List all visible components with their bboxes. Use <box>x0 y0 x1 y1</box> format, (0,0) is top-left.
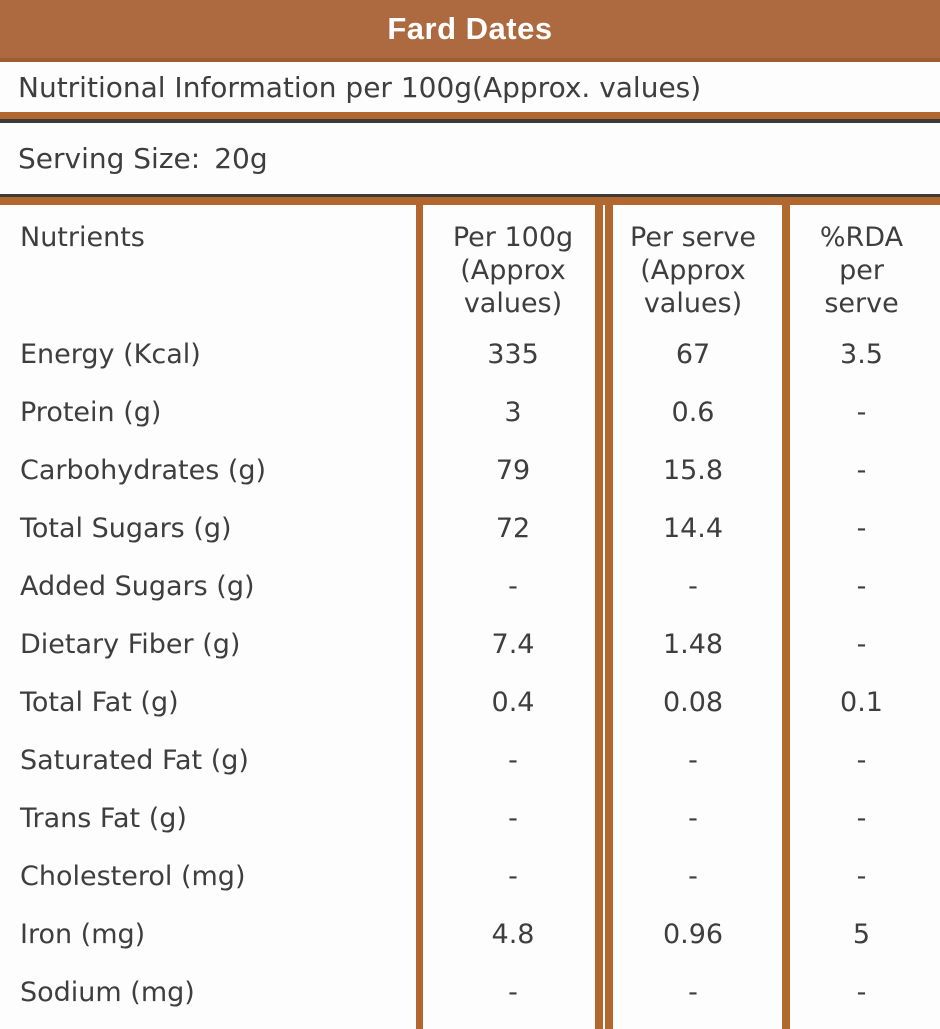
nutrition-table: Nutrients Per 100g (Approx values) Per s… <box>0 205 940 1029</box>
table-row: Dietary Fiber (g) 7.4 1.48 - <box>0 615 940 673</box>
nutrient-value-per_100g: 0.4 <box>491 686 535 718</box>
nutrition-rows: Energy (Kcal) 335 67 3.5 Protein (g) 3 0.6- Car… <box>0 325 940 1021</box>
nutrient-value-per_serve: 1.48 <box>662 628 724 660</box>
divider-dark-bar <box>0 119 940 123</box>
nutrient-label: Dietary Fiber (g) <box>20 628 241 660</box>
nutrient-label: Total Sugars (g) <box>20 512 232 544</box>
subtitle-text: Nutritional Information per 100g(Approx.… <box>18 70 702 104</box>
table-row: Iron (mg) 4.8 0.96 5 <box>0 905 940 963</box>
table-row: Carbohydrates (g) 79 15.8 - <box>0 441 940 499</box>
divider-brown-bar <box>0 112 940 119</box>
column-header-per-serve: Per serve (Approx values) <box>630 222 756 319</box>
nutrient-label: Protein (g) <box>20 396 162 428</box>
table-row: Energy (Kcal) 335 67 3.5 <box>0 325 940 383</box>
nutrient-label: Saturated Fat (g) <box>20 744 249 776</box>
product-title-band: Fard Dates <box>0 0 940 62</box>
nutrient-label: Trans Fat (g) <box>20 802 187 834</box>
nutrient-label: Total Fat (g) <box>20 686 179 718</box>
table-row: Cholesterol (mg) - - - <box>0 847 940 905</box>
table-row: Added Sugars (g) - - - <box>0 557 940 615</box>
nutrient-value-rda_per_serve: - <box>856 512 867 544</box>
divider-table-top <box>0 194 940 205</box>
table-row: Sodium (mg) - - - <box>0 963 940 1021</box>
nutrient-value-per_100g: 79 <box>495 454 531 486</box>
serving-size-row: Serving Size: 20g <box>0 123 940 194</box>
column-header-per-100g: Per 100g (Approx values) <box>452 222 574 319</box>
nutrient-value-per_serve: 0.08 <box>662 686 724 718</box>
nutrient-value-per_100g: 3 <box>504 396 522 428</box>
column-divider <box>605 205 613 1029</box>
nutrient-label: Carbohydrates (g) <box>20 454 267 486</box>
nutrient-value-per_serve: - <box>688 860 698 892</box>
nutrient-value-rda_per_serve: 5 <box>852 918 871 950</box>
column-header-nutrients: Nutrients <box>20 222 145 253</box>
column-divider <box>595 205 603 1029</box>
nutrient-value-per_serve: - <box>688 744 698 776</box>
column-divider <box>782 205 790 1029</box>
column-header-rda: %RDA per serve <box>819 222 904 319</box>
serving-size-value: 20g <box>214 142 268 175</box>
product-title: Fard Dates <box>387 11 553 46</box>
nutrient-value-rda_per_serve: 3.5 <box>840 338 883 370</box>
nutrient-value-rda_per_serve: - <box>856 570 867 602</box>
nutrient-value-per_serve: 14.4 <box>662 512 724 544</box>
table-row: Total Fat (g) 0.4 0.08 0.1 <box>0 673 940 731</box>
nutrient-value-per_serve: - <box>688 570 698 602</box>
nutrient-value-per_100g: - <box>508 802 518 834</box>
nutrient-label: Cholesterol (mg) <box>20 860 246 892</box>
nutrient-value-per_serve: - <box>688 976 698 1008</box>
divider-top <box>0 112 940 123</box>
nutrient-value-per_100g: 72 <box>495 512 531 544</box>
table-row: Trans Fat (g) - - - <box>0 789 940 847</box>
nutrient-label: Sodium (mg) <box>20 976 195 1008</box>
nutrient-value-per_serve: 15.8 <box>662 454 724 486</box>
nutrient-value-per_100g: - <box>508 570 518 602</box>
nutrient-value-rda_per_serve: - <box>856 976 867 1008</box>
nutrient-value-per_100g: 335 <box>487 338 539 370</box>
subtitle-band: Nutritional Information per 100g(Approx.… <box>0 62 940 112</box>
table-row: Protein (g) 3 0.6 - <box>0 383 940 441</box>
nutrient-value-per_100g: - <box>508 744 518 776</box>
nutrient-value-rda_per_serve: - <box>856 454 867 486</box>
column-divider <box>416 205 423 1029</box>
nutrient-value-rda_per_serve: - <box>856 628 867 660</box>
nutrient-value-rda_per_serve: - <box>856 860 867 892</box>
nutrient-value-per_100g: 4.8 <box>491 918 535 950</box>
nutrient-value-rda_per_serve: 0.1 <box>840 686 883 718</box>
serving-size-label: Serving Size: <box>18 142 201 175</box>
nutrient-value-per_serve: 0.6 <box>671 396 715 428</box>
nutrient-value-per_serve: 67 <box>675 338 711 370</box>
nutrient-label: Energy (Kcal) <box>20 338 201 370</box>
nutrient-value-per_100g: 7.4 <box>491 628 535 660</box>
nutrient-label: Iron (mg) <box>20 918 146 950</box>
nutrient-value-rda_per_serve: - <box>856 744 867 776</box>
nutrient-label: Added Sugars (g) <box>20 570 255 602</box>
nutrient-value-rda_per_serve: - <box>856 396 867 428</box>
divider-dark-bar <box>0 194 940 197</box>
table-row: Total Sugars (g) 72 14.4 - <box>0 499 940 557</box>
table-header-row: Nutrients Per 100g (Approx values) Per s… <box>0 205 940 325</box>
table-row: Saturated Fat (g) - - - <box>0 731 940 789</box>
nutrient-value-per_100g: - <box>508 860 518 892</box>
nutrient-value-per_serve: - <box>688 802 698 834</box>
nutrient-value-rda_per_serve: - <box>856 802 867 834</box>
nutrient-value-per_serve: 0.96 <box>662 918 724 950</box>
nutrient-value-per_100g: - <box>508 976 518 1008</box>
divider-brown-bar <box>0 197 940 205</box>
